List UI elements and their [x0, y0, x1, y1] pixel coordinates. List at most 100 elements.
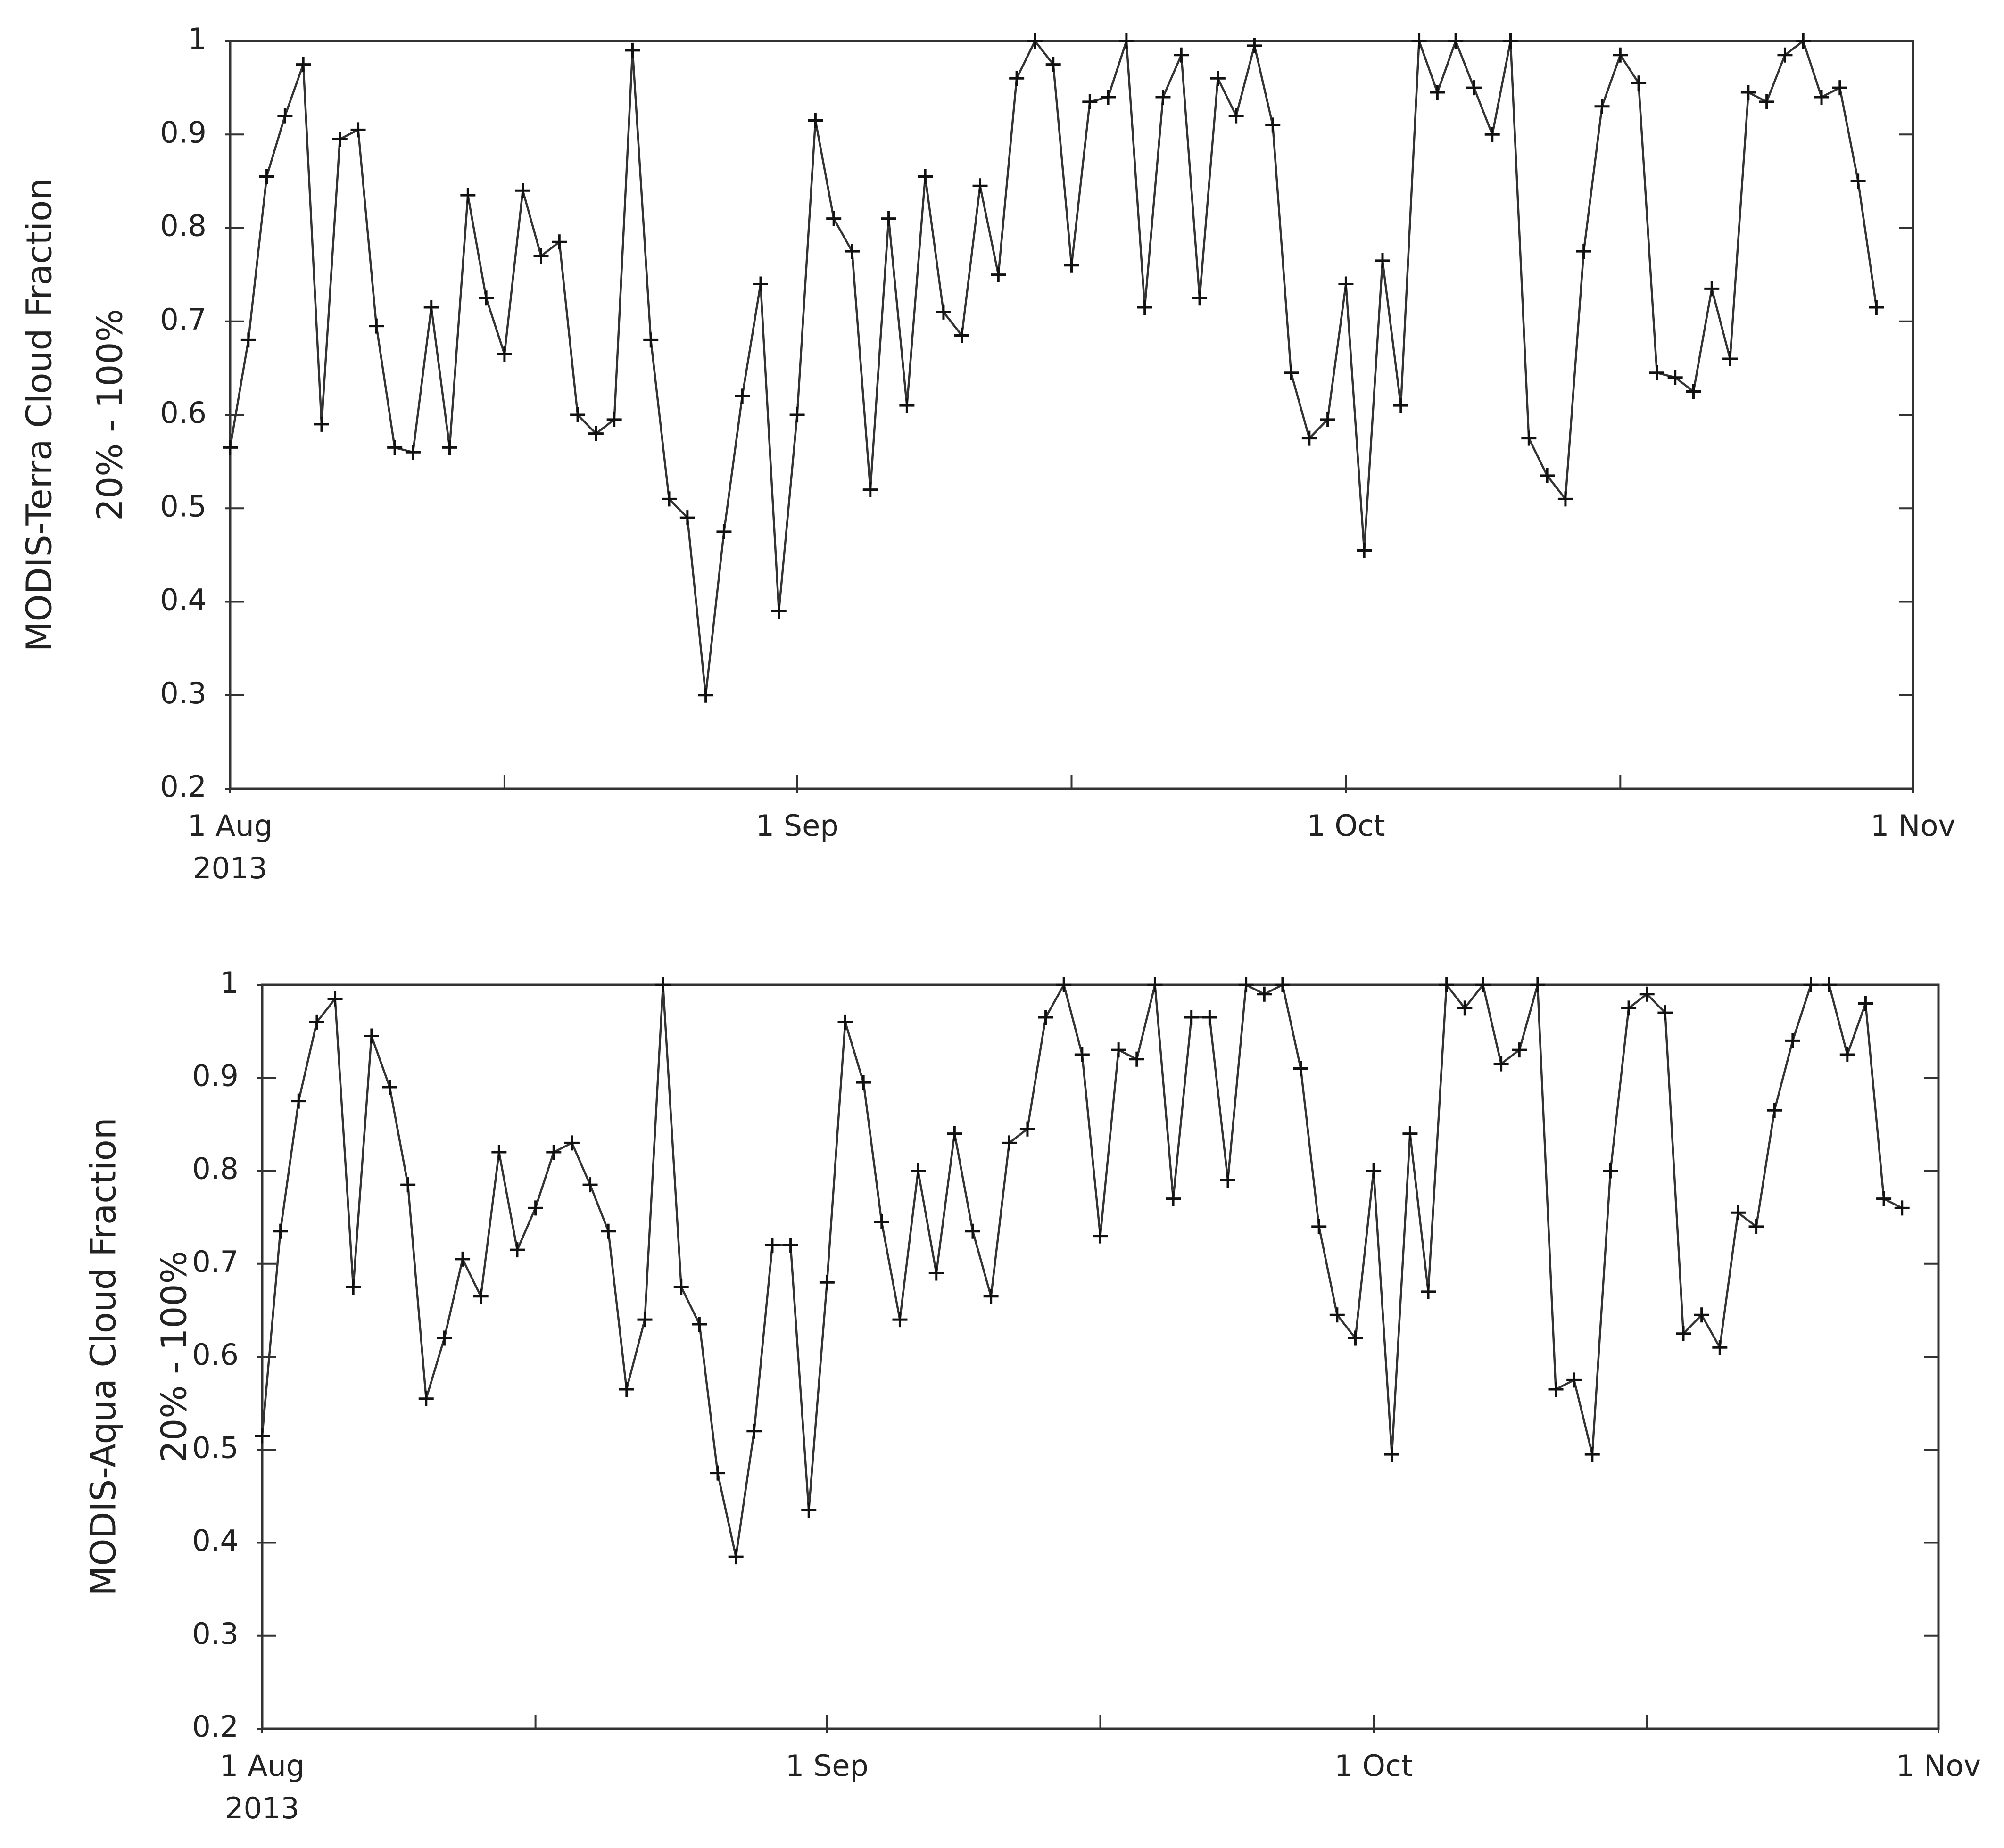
- marker: [552, 234, 567, 250]
- marker: [1621, 1000, 1637, 1016]
- marker: [570, 407, 586, 422]
- marker: [1613, 47, 1628, 63]
- marker: [844, 244, 860, 259]
- marker: [1503, 33, 1518, 49]
- marker: [1557, 491, 1573, 507]
- marker: [1366, 1163, 1382, 1179]
- marker: [1111, 1042, 1126, 1058]
- marker: [710, 1465, 726, 1481]
- marker: [735, 388, 750, 404]
- marker: [1166, 1191, 1181, 1206]
- marker: [789, 407, 805, 422]
- marker: [1466, 80, 1482, 96]
- marker: [533, 248, 549, 264]
- marker: [1184, 1010, 1199, 1025]
- marker: [1869, 300, 1884, 315]
- marker: [1155, 89, 1171, 105]
- marker: [1247, 38, 1262, 53]
- marker: [1457, 1000, 1473, 1016]
- plot: 0.2 0.3 0.4 0.5 0.6 0.7 0.8 0.9 1 1 Aug 1 Sep 1 Oct…: [19, 22, 1956, 885]
- marker: [1338, 276, 1354, 292]
- marker: [1748, 1219, 1764, 1234]
- marker: [1839, 1047, 1855, 1062]
- y-tick-label: 0.6: [160, 396, 207, 430]
- marker: [1439, 977, 1454, 992]
- marker: [1265, 117, 1281, 133]
- marker: [1257, 986, 1272, 1002]
- marker: [1512, 1042, 1527, 1058]
- x-sublabel: 2013: [193, 851, 267, 885]
- marker: [1093, 1228, 1108, 1244]
- marker: [1686, 384, 1701, 399]
- marker: [673, 1279, 689, 1295]
- marker: [259, 169, 274, 184]
- marker: [972, 178, 988, 194]
- marker: [369, 318, 384, 334]
- marker: [1320, 412, 1335, 427]
- y-tick-label: 0.2: [192, 1709, 239, 1744]
- y-tick-label: 1: [188, 22, 207, 56]
- marker: [1694, 1307, 1709, 1323]
- x-tick-label: 1 Oct: [1334, 1749, 1413, 1783]
- marker: [862, 482, 878, 497]
- marker: [1584, 1447, 1600, 1462]
- marker: [1118, 33, 1134, 49]
- marker: [1639, 986, 1655, 1002]
- marker: [588, 426, 604, 441]
- y-tick-label: 0.7: [160, 302, 207, 337]
- marker: [291, 1093, 306, 1109]
- marker: [1704, 281, 1720, 297]
- marker: [400, 1177, 416, 1193]
- marker: [637, 1312, 653, 1328]
- marker: [936, 304, 951, 320]
- marker: [423, 300, 439, 315]
- marker: [1284, 365, 1299, 380]
- marker: [223, 440, 238, 455]
- marker: [1147, 977, 1163, 992]
- x-tick-label: 1 Aug: [188, 808, 273, 843]
- marker: [1785, 1033, 1800, 1048]
- marker: [515, 183, 530, 198]
- marker: [1712, 1340, 1728, 1355]
- marker: [460, 188, 476, 203]
- marker: [1329, 1307, 1345, 1323]
- marker: [277, 108, 293, 124]
- marker: [1402, 1126, 1418, 1141]
- marker: [437, 1330, 452, 1346]
- marker: [619, 1382, 634, 1397]
- marker: [783, 1238, 798, 1253]
- y-tick-label: 0.6: [192, 1337, 239, 1372]
- y-tick-label: 0.7: [192, 1245, 239, 1279]
- plot-frame: [229, 40, 1914, 790]
- x-tick-label: 1 Nov: [1896, 1749, 1981, 1783]
- y-tick-label: 0.3: [192, 1617, 239, 1651]
- y-axis-label: MODIS-Terra Cloud Fraction: [19, 178, 60, 652]
- marker: [1876, 1191, 1892, 1206]
- marker: [1220, 1172, 1235, 1188]
- marker: [546, 1145, 562, 1160]
- marker: [1530, 977, 1545, 992]
- marker: [1384, 1447, 1399, 1462]
- y-tick-label: 0.5: [192, 1430, 239, 1465]
- marker: [746, 1423, 762, 1439]
- marker: [1822, 977, 1837, 992]
- marker: [1777, 47, 1793, 63]
- marker: [1375, 253, 1390, 268]
- marker: [1348, 1330, 1363, 1346]
- marker: [1430, 85, 1445, 100]
- marker: [442, 440, 457, 455]
- marker: [1210, 71, 1226, 86]
- marker: [881, 211, 896, 226]
- x-sublabel: 2013: [225, 1791, 299, 1825]
- marker: [1301, 430, 1317, 446]
- marker: [1676, 1326, 1691, 1341]
- marker: [1019, 1121, 1035, 1137]
- marker: [899, 398, 915, 413]
- marker: [582, 1177, 598, 1193]
- marker: [1357, 543, 1372, 558]
- marker: [1082, 94, 1098, 109]
- marker: [497, 346, 512, 362]
- y-axis-label: 20% - 100%: [90, 309, 131, 521]
- marker: [564, 1135, 580, 1151]
